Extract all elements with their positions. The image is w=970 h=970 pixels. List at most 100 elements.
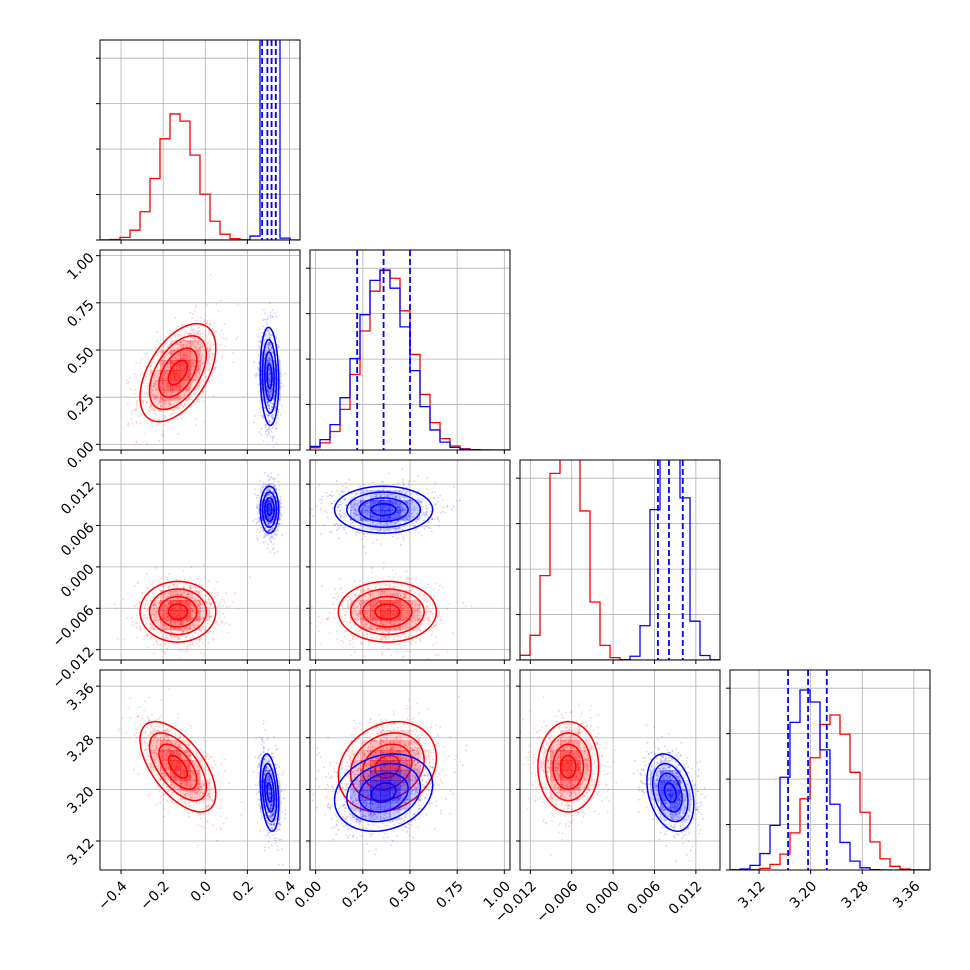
- sample-point: [179, 342, 182, 344]
- sample-point: [180, 593, 183, 596]
- sample-point: [146, 485, 148, 487]
- sample-point: [269, 357, 272, 360]
- sample-point: [149, 623, 151, 626]
- sample-point: [154, 430, 157, 432]
- sample-point: [194, 346, 197, 349]
- sample-point: [273, 397, 275, 400]
- sample-point: [255, 375, 257, 378]
- sample-point: [179, 623, 182, 625]
- sample-point: [174, 590, 176, 592]
- sample-point: [181, 387, 184, 389]
- sample-point: [198, 639, 201, 641]
- sample-point: [268, 381, 271, 384]
- sample-point: [267, 390, 269, 393]
- sample-point: [212, 354, 214, 356]
- sample-point: [155, 372, 158, 375]
- sample-point: [182, 345, 185, 348]
- sample-point: [174, 621, 177, 624]
- sample-point: [321, 618, 324, 621]
- sample-point: [208, 615, 211, 618]
- sample-point: [345, 610, 348, 613]
- sample-point: [176, 396, 179, 398]
- sample-point: [267, 347, 269, 349]
- sample-point: [267, 315, 269, 318]
- sample-point: [262, 541, 265, 544]
- sample-point: [340, 639, 343, 642]
- sample-point: [155, 396, 158, 399]
- sample-point: [185, 636, 188, 639]
- sample-point: [179, 623, 182, 626]
- sample-point: [128, 425, 131, 427]
- sample-point: [267, 344, 270, 346]
- sample-point: [203, 320, 206, 323]
- sample-point: [268, 348, 271, 351]
- sample-point: [394, 583, 397, 585]
- sample-point: [346, 595, 349, 598]
- sample-point: [271, 418, 274, 420]
- sample-point: [145, 441, 148, 443]
- sample-point: [387, 647, 390, 650]
- sample-point: [154, 580, 157, 582]
- sample-point: [270, 393, 273, 396]
- sample-point: [172, 398, 175, 401]
- sample-point: [268, 414, 271, 417]
- sample-point: [263, 308, 265, 311]
- sample-point: [197, 611, 200, 614]
- sample-point: [164, 620, 167, 622]
- sample-point: [163, 593, 166, 595]
- sample-point: [153, 382, 156, 385]
- sample-point: [266, 358, 269, 360]
- sample-point: [446, 607, 449, 610]
- sample-point: [430, 530, 433, 533]
- sample-point: [177, 598, 180, 600]
- sample-point: [171, 642, 174, 645]
- sample-point: [166, 620, 169, 623]
- sample-point: [180, 403, 183, 406]
- sample-point: [151, 613, 153, 616]
- sample-point: [161, 401, 163, 404]
- sample-point: [197, 361, 200, 363]
- sample-point: [338, 513, 340, 515]
- sample-point: [205, 322, 208, 325]
- sample-point: [135, 614, 138, 616]
- sample-point: [198, 365, 200, 368]
- sample-point: [273, 396, 276, 399]
- sample-point: [411, 634, 414, 637]
- sample-point: [357, 492, 360, 495]
- sample-point: [178, 333, 181, 336]
- sample-point: [268, 407, 271, 410]
- sample-point: [199, 607, 202, 610]
- sample-point: [411, 588, 413, 591]
- sample-point: [318, 615, 320, 618]
- sample-point: [353, 579, 356, 582]
- sample-point: [181, 621, 184, 624]
- sample-point: [211, 352, 214, 355]
- sample-point: [328, 612, 331, 614]
- sample-point: [191, 337, 194, 340]
- sample-point: [198, 615, 201, 618]
- sample-point: [155, 640, 158, 643]
- sample-point: [154, 398, 157, 400]
- sample-point: [214, 601, 217, 603]
- sample-point: [270, 431, 273, 433]
- sample-point: [162, 584, 164, 587]
- sample-point: [165, 637, 168, 640]
- sample-point: [173, 348, 176, 350]
- sample-point: [268, 379, 271, 381]
- sample-point: [164, 415, 166, 417]
- sample-point: [153, 603, 155, 606]
- sample-point: [270, 392, 273, 395]
- sample-point: [191, 313, 194, 316]
- density-cell: [160, 370, 171, 381]
- sample-point: [269, 396, 272, 399]
- sample-point: [269, 380, 271, 382]
- sample-point: [169, 403, 172, 406]
- sample-point: [325, 617, 328, 620]
- sample-point: [210, 616, 213, 618]
- contour-red: [148, 335, 208, 411]
- sample-point: [142, 592, 144, 594]
- sample-point: [269, 349, 272, 352]
- sample-point: [264, 541, 267, 544]
- sample-point: [418, 497, 421, 500]
- sample-point: [195, 379, 198, 382]
